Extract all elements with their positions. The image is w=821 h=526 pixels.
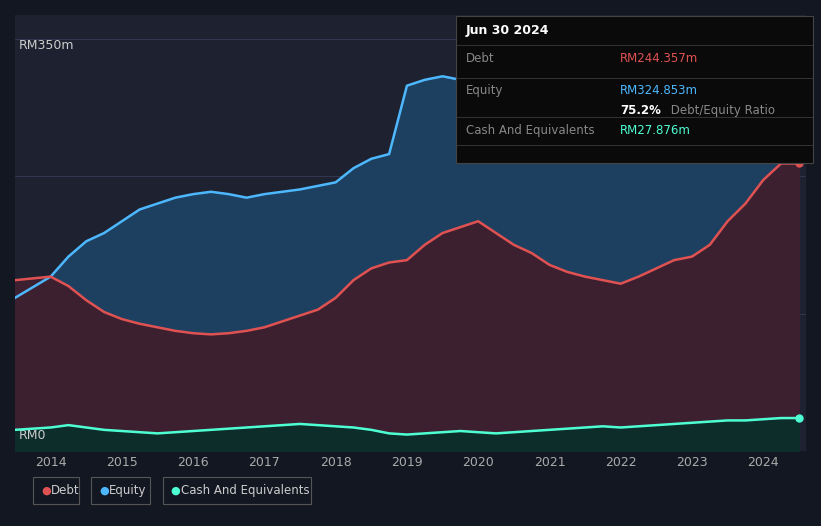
Text: Jun 30 2024: Jun 30 2024 xyxy=(466,24,549,37)
Text: RM27.876m: RM27.876m xyxy=(620,124,690,137)
Text: RM324.853m: RM324.853m xyxy=(620,84,698,97)
Text: ●: ● xyxy=(171,485,181,495)
Text: RM0: RM0 xyxy=(19,429,46,442)
Text: RM244.357m: RM244.357m xyxy=(620,52,698,65)
Text: RM350m: RM350m xyxy=(19,38,74,52)
Text: Cash And Equivalents: Cash And Equivalents xyxy=(466,124,594,137)
Text: ●: ● xyxy=(41,485,51,495)
Text: ●: ● xyxy=(99,485,109,495)
Text: Debt: Debt xyxy=(466,52,494,65)
Text: 75.2%: 75.2% xyxy=(620,104,661,117)
Text: Equity: Equity xyxy=(109,484,147,497)
Text: Debt: Debt xyxy=(51,484,80,497)
Text: Equity: Equity xyxy=(466,84,503,97)
Text: Cash And Equivalents: Cash And Equivalents xyxy=(181,484,310,497)
Text: Debt/Equity Ratio: Debt/Equity Ratio xyxy=(667,104,776,117)
